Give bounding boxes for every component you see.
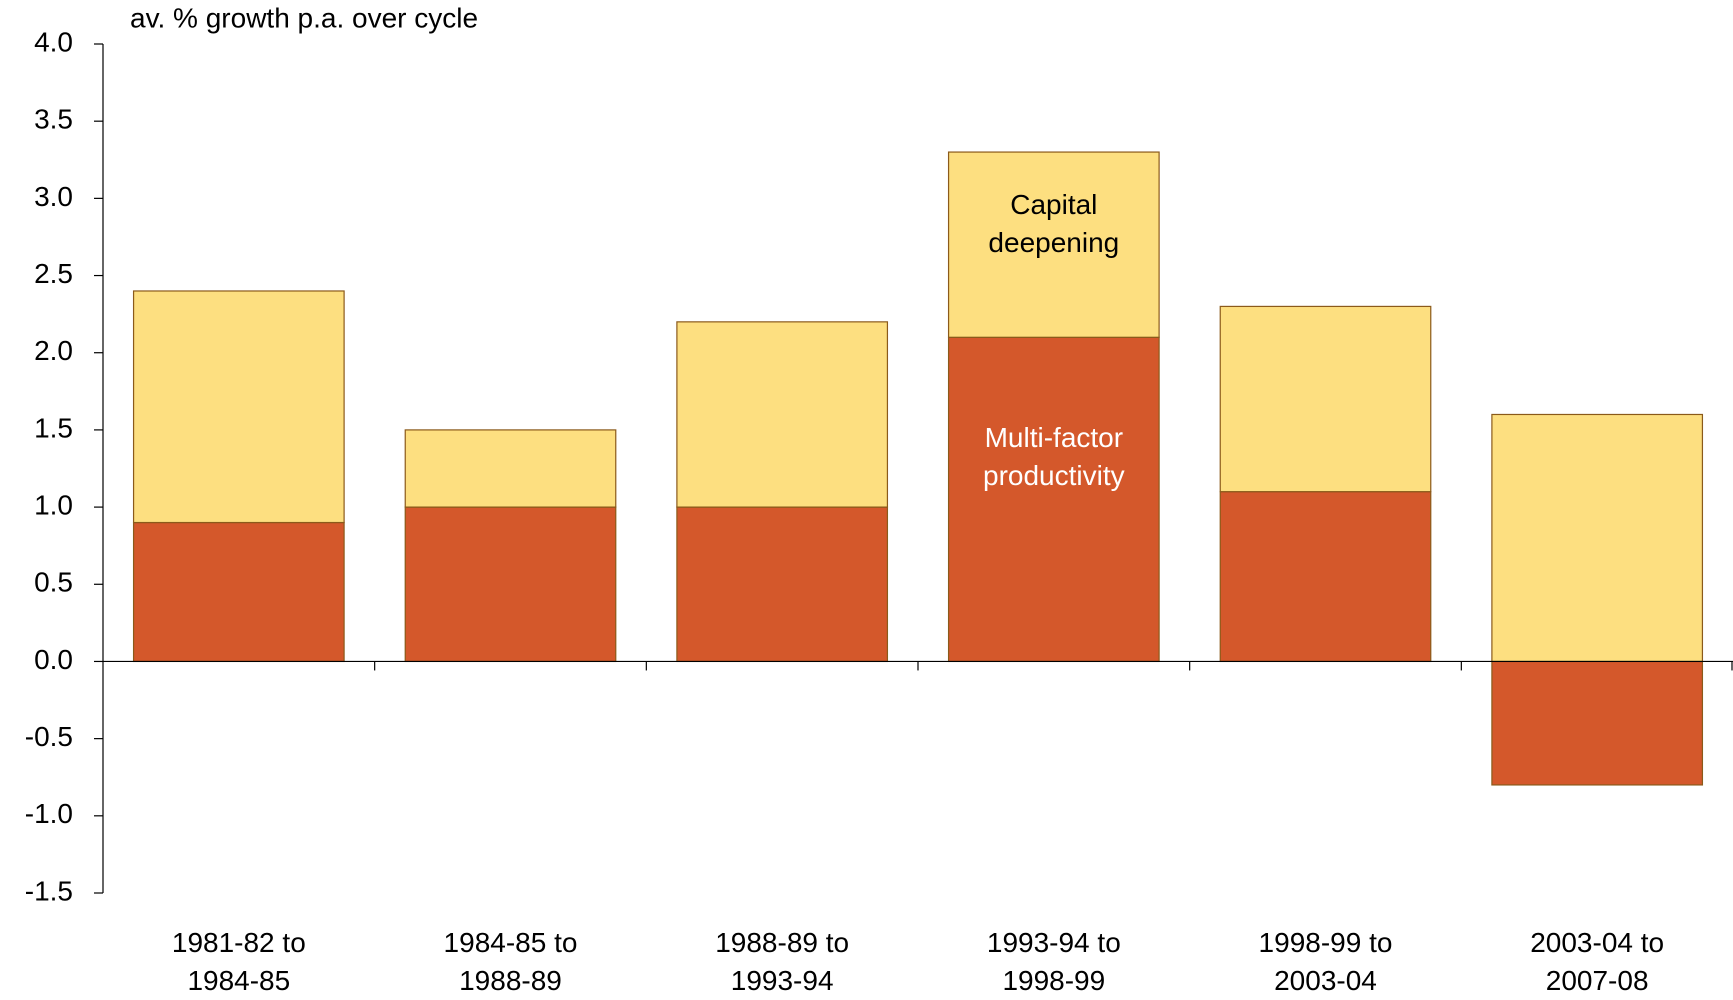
y-tick-label: -1.5 (25, 875, 73, 906)
bar-segment (404, 506, 617, 663)
series-label: Multi-factor productivity (983, 422, 1125, 492)
bar-segment (676, 506, 889, 663)
y-tick-label: 1.0 (34, 489, 73, 520)
x-tick-label: 1984-85 to 1988-89 (443, 927, 578, 996)
y-tick-label: 3.0 (34, 181, 73, 212)
bar-segment (1491, 660, 1704, 786)
y-tick-label: 2.0 (34, 335, 73, 366)
bar-segment (132, 290, 345, 524)
y-tick-label: 0.0 (34, 644, 73, 675)
y-tick-label: 0.5 (34, 567, 73, 598)
series-label: Capital deepening (988, 189, 1120, 259)
bar-segment (1219, 305, 1432, 493)
x-tick-label: 1988-89 to 1993-94 (715, 927, 850, 996)
bar-segment (947, 151, 1160, 338)
bar-segment (404, 429, 617, 508)
bar-segment (947, 336, 1160, 663)
y-tick-label: 4.0 (34, 26, 73, 57)
y-tick-label: -0.5 (25, 721, 73, 752)
y-tick-label: 3.5 (34, 104, 73, 135)
bar-segment (1491, 413, 1704, 663)
x-tick-label: 1981-82 to 1984-85 (171, 927, 306, 996)
bar-segment (676, 321, 889, 508)
y-axis-title: av. % growth p.a. over cycle (130, 2, 478, 33)
x-tick-label: 1993-94 to 1998-99 (986, 927, 1121, 996)
bar-segment (1219, 491, 1432, 663)
y-tick-label: 1.5 (34, 412, 73, 443)
x-tick-label: 1998-99 to 2003-04 (1258, 927, 1393, 996)
x-tick-label: 2003-04 to 2007-08 (1530, 927, 1665, 996)
y-tick-label: 2.5 (34, 258, 73, 289)
y-tick-label: -1.0 (25, 798, 73, 829)
bar-segment (132, 521, 345, 663)
